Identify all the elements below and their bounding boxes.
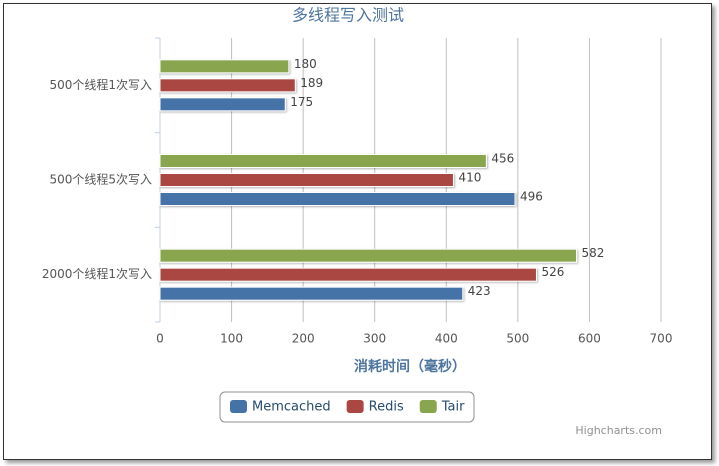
bar [159, 97, 286, 112]
legend-swatch [419, 400, 437, 413]
y-tick-label: 500个线程5次写入 [49, 172, 152, 187]
legend-swatch [346, 400, 364, 413]
y-tick-label: 500个线程1次写入 [49, 77, 152, 92]
data-label: 180 [294, 57, 317, 71]
y-tick-label: 2000个线程1次写入 [42, 266, 152, 281]
x-axis-title: 消耗时间（毫秒） [354, 358, 466, 375]
data-label: 582 [582, 246, 605, 260]
bar [159, 267, 537, 282]
credit[interactable]: Highcharts.com [575, 424, 662, 437]
data-label: 456 [491, 152, 514, 166]
bar [159, 78, 296, 93]
chart-title: 多线程写入测试 [292, 6, 404, 25]
x-tick-label: 100 [220, 332, 243, 346]
x-tick-label: 500 [506, 332, 529, 346]
legend-label[interactable]: Tair [441, 400, 465, 415]
x-tick-label: 0 [156, 332, 164, 346]
data-label: 410 [458, 171, 481, 185]
x-tick-label: 600 [578, 332, 601, 346]
bar [159, 248, 578, 263]
x-tick-label: 400 [435, 332, 458, 346]
data-label: 175 [290, 95, 313, 109]
data-label: 423 [468, 284, 491, 298]
x-tick-label: 700 [650, 332, 673, 346]
bar [159, 173, 454, 187]
bar [159, 59, 290, 74]
x-tick-label: 300 [363, 332, 386, 346]
legend-label[interactable]: Redis [369, 400, 404, 415]
data-label: 189 [300, 76, 323, 90]
bar [159, 154, 487, 168]
bar [159, 192, 516, 206]
data-label: 496 [520, 190, 543, 204]
x-tick-label: 200 [292, 332, 315, 346]
bar [159, 286, 464, 301]
frame [3, 3, 712, 460]
data-label: 526 [541, 265, 564, 279]
legend-swatch [230, 400, 247, 413]
legend-label[interactable]: Memcached [252, 400, 331, 415]
